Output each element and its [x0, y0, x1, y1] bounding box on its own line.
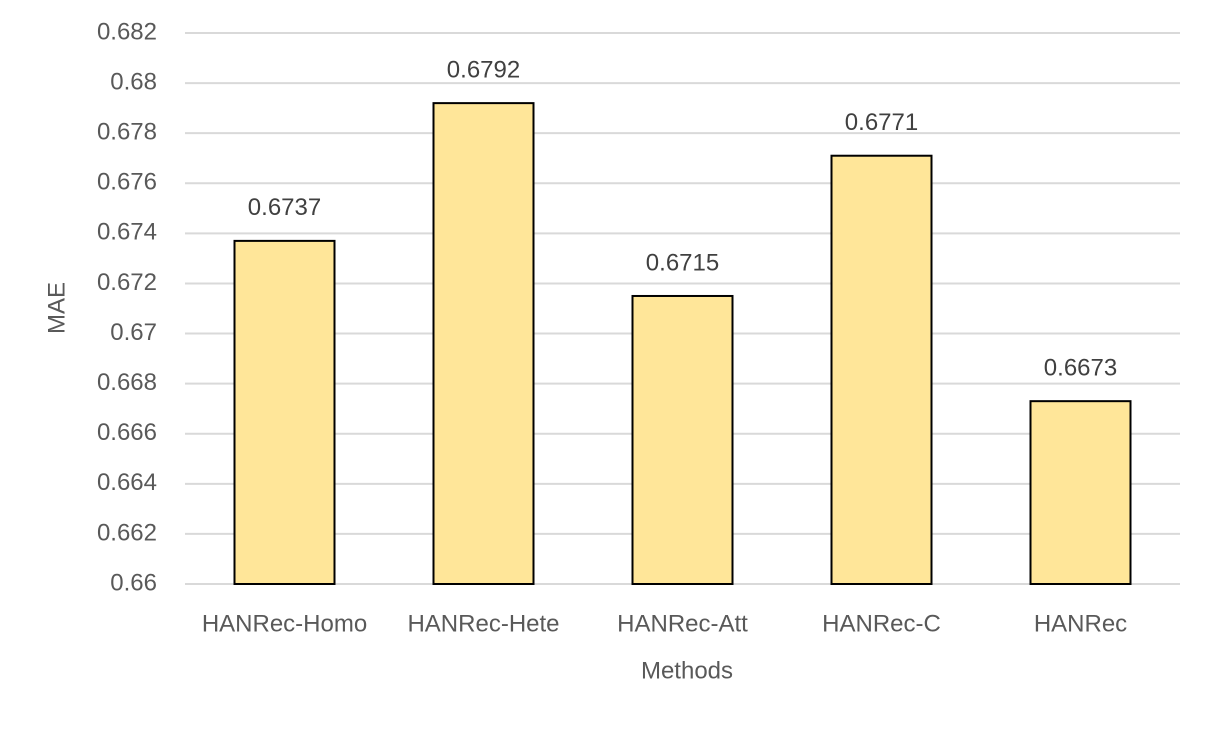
- y-axis-title: MAE: [43, 282, 70, 334]
- x-tick-label: HANRec-Homo: [202, 610, 367, 637]
- x-tick-label: HANRec-Att: [617, 610, 748, 637]
- y-tick-label: 0.682: [97, 18, 157, 45]
- y-tick-label: 0.67: [110, 319, 157, 346]
- data-label: 0.6792: [447, 56, 520, 83]
- y-tick-label: 0.66: [110, 569, 157, 596]
- data-label: 0.6715: [646, 249, 719, 276]
- bar: [830, 154, 933, 586]
- y-tick-label: 0.672: [97, 269, 157, 296]
- bar: [233, 239, 336, 586]
- x-axis-title: Methods: [641, 657, 733, 684]
- bar: [432, 102, 535, 586]
- bar: [1029, 400, 1132, 585]
- bar: [631, 294, 734, 585]
- y-tick-label: 0.664: [97, 469, 157, 496]
- y-tick-label: 0.666: [97, 419, 157, 446]
- y-tick-label: 0.662: [97, 519, 157, 546]
- data-label: 0.6737: [248, 194, 321, 221]
- x-tick-label: HANRec-C: [822, 610, 941, 637]
- x-tick-label: HANRec: [1034, 610, 1127, 637]
- y-tick-label: 0.674: [97, 219, 157, 246]
- y-tick-label: 0.678: [97, 119, 157, 146]
- x-tick-label: HANRec-Hete: [407, 610, 559, 637]
- y-tick-label: 0.68: [110, 68, 157, 95]
- y-tick-label: 0.668: [97, 369, 157, 396]
- data-label: 0.6673: [1044, 355, 1117, 382]
- y-tick-label: 0.676: [97, 169, 157, 196]
- data-label: 0.6771: [845, 109, 918, 136]
